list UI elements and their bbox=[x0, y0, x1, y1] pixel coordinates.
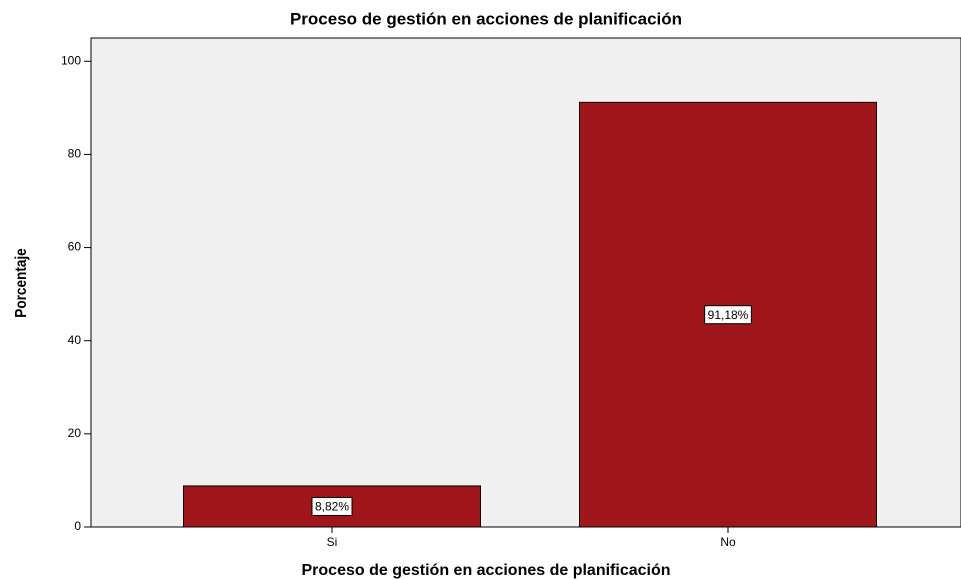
y-tick-label: 40 bbox=[68, 333, 82, 347]
y-tick-label: 80 bbox=[68, 147, 82, 161]
x-axis-title: Proceso de gestión en acciones de planif… bbox=[302, 562, 671, 579]
x-tick-label: No bbox=[720, 535, 736, 549]
value-label: 8,82% bbox=[315, 500, 349, 514]
value-label-box bbox=[311, 496, 353, 516]
y-axis-title: Porcentaje bbox=[13, 248, 30, 317]
value-label: 91,18% bbox=[708, 308, 749, 322]
y-tick-label: 20 bbox=[68, 426, 82, 440]
chart-title: Proceso de gestión en acciones de planif… bbox=[290, 9, 682, 28]
value-label-box bbox=[704, 305, 752, 325]
x-tick-label: Si bbox=[327, 535, 338, 549]
y-tick-label: 60 bbox=[68, 240, 82, 254]
y-tick-label: 0 bbox=[74, 519, 81, 533]
y-tick-label: 100 bbox=[61, 53, 81, 67]
